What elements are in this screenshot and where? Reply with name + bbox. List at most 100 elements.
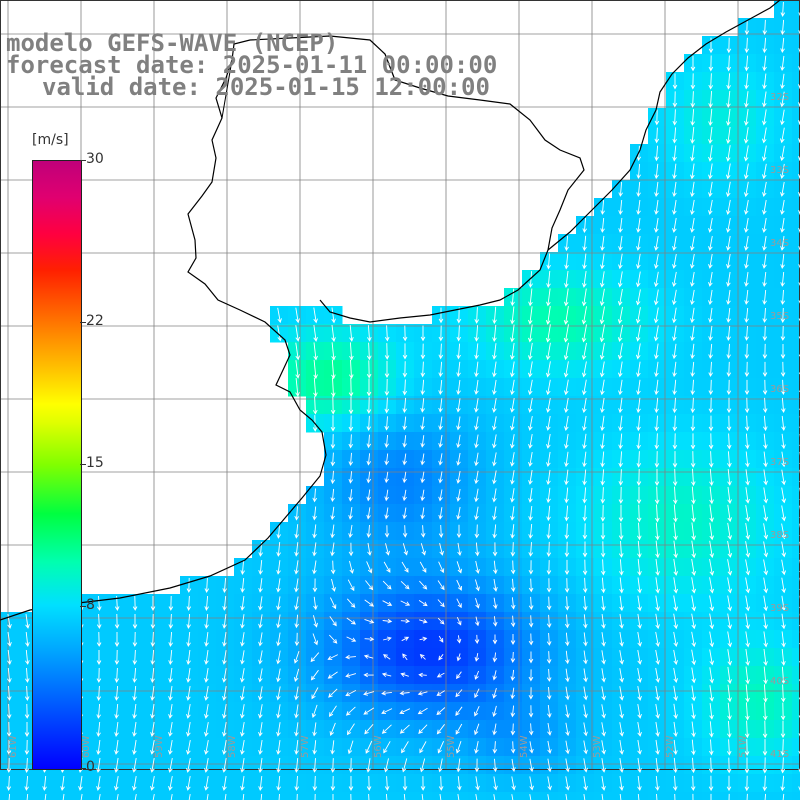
wind-arrow bbox=[780, 739, 786, 756]
wind-arrow bbox=[672, 343, 677, 360]
wind-arrow bbox=[564, 487, 569, 504]
wind-arrow bbox=[366, 489, 371, 502]
wind-arrow bbox=[637, 668, 642, 683]
wind-arrow bbox=[744, 271, 749, 287]
wind-arrow bbox=[619, 668, 624, 683]
colorbar-tick-mark bbox=[80, 605, 86, 607]
wind-arrow bbox=[727, 559, 733, 576]
wind-arrow bbox=[365, 580, 374, 591]
wind-arrow bbox=[277, 325, 283, 342]
wind-arrow bbox=[782, 793, 785, 800]
wind-arrow bbox=[762, 379, 768, 396]
wind-arrow bbox=[762, 307, 767, 323]
wind-arrow bbox=[384, 489, 389, 502]
wind-arrow bbox=[294, 614, 299, 629]
wind-arrow bbox=[366, 342, 372, 361]
wind-cell bbox=[432, 792, 451, 800]
wind-arrow bbox=[708, 55, 714, 72]
wind-arrow bbox=[653, 307, 659, 324]
wind-arrow bbox=[744, 73, 749, 90]
wind-arrow bbox=[708, 163, 713, 180]
wind-arrow bbox=[546, 632, 552, 646]
border-line bbox=[221, 53, 396, 119]
wind-arrow bbox=[546, 578, 552, 593]
wind-arrow bbox=[781, 397, 786, 414]
wind-arrow bbox=[7, 631, 12, 647]
longitude-label: 51W bbox=[738, 735, 749, 758]
wind-arrow bbox=[474, 723, 480, 736]
wind-arrow bbox=[330, 396, 336, 415]
wind-arrow bbox=[546, 415, 551, 431]
wind-arrow bbox=[672, 468, 678, 487]
wind-arrow bbox=[6, 703, 12, 719]
wind-arrow bbox=[366, 471, 372, 484]
wind-arrow bbox=[728, 793, 730, 800]
wind-cell bbox=[792, 702, 800, 721]
colorbar-tick-label: 8 bbox=[86, 596, 95, 613]
wind-arrow bbox=[204, 613, 209, 629]
wind-arrow bbox=[204, 686, 209, 701]
wind-arrow bbox=[364, 724, 374, 735]
wind-arrow bbox=[709, 667, 714, 684]
wind-arrow bbox=[150, 740, 155, 755]
wind-cell bbox=[792, 738, 800, 757]
wind-arrow bbox=[331, 578, 336, 592]
wind-arrow bbox=[564, 523, 570, 540]
wind-arrow bbox=[204, 577, 210, 593]
wind-arrow bbox=[745, 631, 750, 648]
wind-arrow bbox=[600, 505, 606, 522]
wind-arrow bbox=[258, 686, 263, 701]
wind-arrow bbox=[746, 793, 748, 800]
wind-arrow bbox=[114, 613, 120, 629]
wind-arrow bbox=[564, 253, 569, 270]
wind-arrow bbox=[709, 540, 715, 559]
wind-cell bbox=[792, 414, 800, 433]
wind-arrow bbox=[672, 73, 678, 90]
wind-arrow bbox=[780, 109, 785, 126]
wind-arrow bbox=[384, 397, 390, 414]
wind-arrow bbox=[690, 775, 696, 792]
wind-arrow bbox=[186, 613, 191, 629]
wind-arrow bbox=[348, 396, 354, 415]
wind-cell bbox=[558, 792, 577, 800]
wind-arrow bbox=[763, 666, 768, 685]
wind-arrow bbox=[744, 253, 749, 269]
wind-arrow bbox=[510, 542, 516, 557]
wind-arrow bbox=[474, 524, 480, 539]
wind-arrow bbox=[780, 702, 786, 721]
wind-arrow bbox=[7, 667, 12, 683]
wind-arrow bbox=[492, 470, 497, 485]
wind-arrow bbox=[709, 649, 715, 666]
wind-arrow bbox=[635, 271, 641, 288]
wind-cell bbox=[792, 468, 800, 487]
wind-arrow bbox=[314, 793, 316, 800]
wind-arrow bbox=[419, 636, 428, 642]
wind-arrow bbox=[762, 19, 768, 36]
wind-arrow bbox=[401, 758, 408, 773]
wind-cell bbox=[792, 792, 800, 800]
wind-arrow bbox=[528, 542, 534, 557]
wind-arrow bbox=[780, 91, 785, 108]
wind-arrow bbox=[691, 703, 696, 720]
wind-arrow bbox=[781, 541, 787, 558]
wind-arrow bbox=[655, 504, 660, 523]
wind-arrow bbox=[619, 632, 624, 647]
wind-arrow bbox=[510, 669, 516, 682]
longitude-label: 57W bbox=[300, 735, 311, 758]
wind-arrow bbox=[708, 217, 713, 233]
wind-arrow bbox=[510, 578, 516, 593]
wind-arrow bbox=[780, 361, 786, 378]
wind-arrow bbox=[419, 758, 426, 773]
wind-cell bbox=[792, 54, 800, 73]
colorbar-unit: [m/s] bbox=[32, 132, 69, 148]
wind-arrow bbox=[762, 397, 768, 414]
wind-arrow bbox=[690, 361, 695, 378]
wind-arrow bbox=[583, 632, 588, 647]
wind-arrow bbox=[618, 253, 623, 270]
wind-arrow bbox=[745, 523, 751, 540]
wind-arrow bbox=[744, 757, 750, 774]
wind-arrow bbox=[240, 596, 245, 611]
wind-arrow bbox=[436, 724, 445, 735]
wind-arrow bbox=[382, 600, 393, 606]
wind-arrow bbox=[726, 90, 731, 108]
